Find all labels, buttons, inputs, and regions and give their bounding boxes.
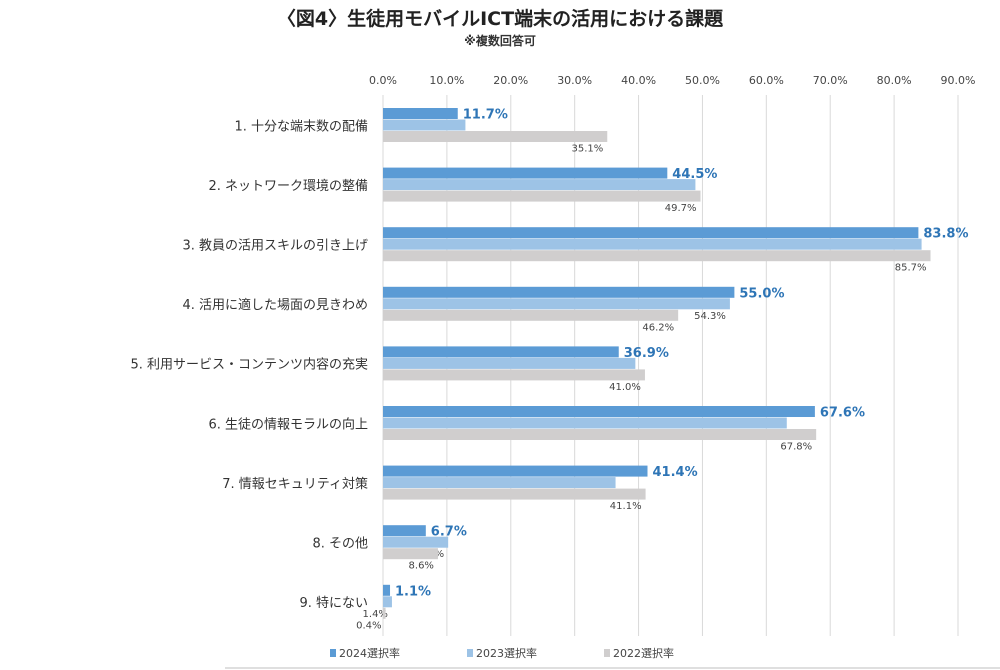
bar-1 <box>383 108 458 119</box>
bar-2 <box>383 477 616 489</box>
bar-3 <box>383 429 817 440</box>
category-label: 5. 利用サービス・コンテンツ内容の充実 <box>130 357 368 373</box>
x-tick-label: 60.0% <box>749 74 784 87</box>
data-label: 0.4% <box>356 620 381 631</box>
legend-swatch <box>467 649 473 657</box>
data-label: 41.4% <box>653 465 698 480</box>
bar-1 <box>383 167 668 179</box>
x-tick-label: 90.0% <box>941 74 976 87</box>
data-label: 41.1% <box>610 501 642 512</box>
x-tick-label: 10.0% <box>429 74 464 87</box>
data-label: 49.7% <box>665 203 697 214</box>
data-label: 83.8% <box>923 227 968 242</box>
bar-1 <box>383 525 426 537</box>
category-label: 1. 十分な端末数の配備 <box>234 118 368 134</box>
bar-1 <box>383 286 735 298</box>
category-label: 4. 活用に適した場面の見きわめ <box>182 297 368 313</box>
bar-3 <box>383 190 701 202</box>
x-tick-label: 20.0% <box>493 74 528 87</box>
category-label: 8. その他 <box>312 536 368 551</box>
data-label: 67.6% <box>820 406 865 421</box>
category-label: 7. 情報セキュリティ対策 <box>222 476 368 492</box>
data-label: 46.2% <box>642 322 674 333</box>
bar-3 <box>383 309 679 321</box>
bar-3 <box>383 369 645 381</box>
x-tick-label: 0.0% <box>369 74 397 87</box>
bar-2 <box>383 179 696 191</box>
bar-1 <box>383 465 648 477</box>
bar-3 <box>383 548 438 560</box>
bar-3 <box>383 131 608 142</box>
legend-label: 2024選択率 <box>339 646 400 660</box>
legend-label: 2022選択率 <box>613 646 674 660</box>
bar-2 <box>383 536 449 548</box>
category-label: 3. 教員の活用スキルの引き上げ <box>182 237 368 253</box>
x-tick-label: 30.0% <box>557 74 592 87</box>
legend-swatch <box>330 649 336 657</box>
bar-2 <box>383 119 466 131</box>
bar-1 <box>383 227 919 239</box>
data-label: 85.7% <box>895 263 927 274</box>
data-label: 44.5% <box>672 167 717 182</box>
data-label: 67.8% <box>780 442 812 453</box>
legend-swatch <box>604 649 610 657</box>
bar-1 <box>383 584 391 596</box>
bar-1 <box>383 346 619 358</box>
category-label: 9. 特にない <box>299 596 368 611</box>
bar-3 <box>383 607 386 619</box>
bar-2 <box>383 298 730 310</box>
data-label: 6.7% <box>431 525 467 540</box>
data-label: 11.7% <box>463 108 508 123</box>
bar-2 <box>383 417 787 429</box>
bar-3 <box>383 250 931 262</box>
chart-subtitle: ※複数回答可 <box>464 34 536 48</box>
data-label: 1.1% <box>395 584 431 599</box>
data-label: 35.1% <box>571 144 603 155</box>
bar-3 <box>383 488 646 500</box>
data-label: 36.9% <box>624 346 669 361</box>
x-tick-label: 70.0% <box>813 74 848 87</box>
data-label: 41.0% <box>609 382 641 393</box>
bar-2 <box>383 357 636 369</box>
data-label: 54.3% <box>694 311 726 322</box>
bar-2 <box>383 238 922 250</box>
bar-2 <box>383 596 392 608</box>
data-label: 8.6% <box>409 561 434 572</box>
x-tick-label: 80.0% <box>877 74 912 87</box>
data-label: 55.0% <box>739 286 784 301</box>
category-label: 2. ネットワーク環境の整備 <box>208 178 368 194</box>
x-tick-label: 40.0% <box>621 74 656 87</box>
data-label: 1.4% <box>363 609 388 620</box>
x-tick-label: 50.0% <box>685 74 720 87</box>
category-label: 6. 生徒の情報モラルの向上 <box>208 416 368 432</box>
chart-title: 〈図4〉生徒用モバイルICT端末の活用における課題 <box>276 8 724 30</box>
legend-label: 2023選択率 <box>476 646 537 660</box>
bar-1 <box>383 406 815 417</box>
